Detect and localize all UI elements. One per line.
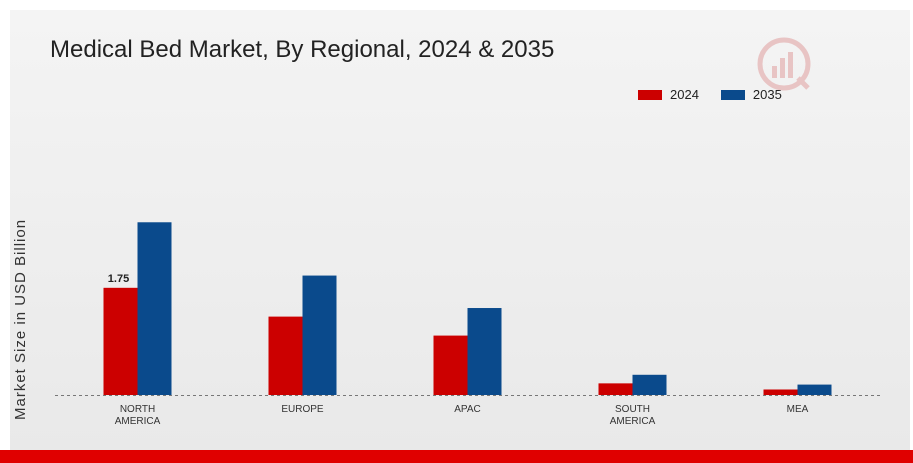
bar-apac-2024 bbox=[433, 335, 468, 395]
watermark-logo-icon bbox=[757, 37, 811, 91]
legend-swatch-2035 bbox=[720, 89, 745, 100]
x-tick-labels: NORTH AMERICA EUROPE APAC SOUTH AMERICA MEA bbox=[115, 404, 809, 427]
bars-group bbox=[103, 222, 832, 395]
x-tick-label-south-america: SOUTH AMERICA bbox=[610, 404, 656, 427]
bar-north-america-2035 bbox=[137, 222, 172, 395]
bar-north-america-2024 bbox=[103, 287, 138, 395]
bar-apac-2035 bbox=[467, 308, 502, 395]
bar-europe-2024 bbox=[268, 316, 303, 395]
chart-legend: 2024 2035 bbox=[638, 87, 804, 102]
bar-mea-2024 bbox=[763, 389, 798, 395]
legend-item-2035: 2035 bbox=[720, 87, 782, 102]
x-tick-label-europe: EUROPE bbox=[281, 404, 324, 415]
bar-south-america-2024 bbox=[598, 383, 633, 395]
x-tick-label-north-america: NORTH AMERICA bbox=[115, 404, 161, 427]
legend-label-2024: 2024 bbox=[670, 87, 699, 102]
legend-item-2024: 2024 bbox=[638, 87, 699, 102]
bottom-accent-bar bbox=[0, 450, 913, 463]
chart-title: Medical Bed Market, By Regional, 2024 & … bbox=[50, 36, 555, 63]
data-label-north-america-2024: 1.75 bbox=[108, 273, 129, 285]
bar-europe-2035 bbox=[302, 275, 337, 395]
bar-mea-2035 bbox=[797, 384, 832, 395]
legend-label-2035: 2035 bbox=[752, 87, 782, 102]
legend-swatch-2024 bbox=[638, 89, 662, 100]
data-labels: 1.75 bbox=[108, 273, 129, 285]
bar-south-america-2035 bbox=[632, 374, 667, 395]
x-tick-label-mea: MEA bbox=[787, 404, 809, 415]
x-tick-label-apac: APAC bbox=[454, 404, 481, 415]
